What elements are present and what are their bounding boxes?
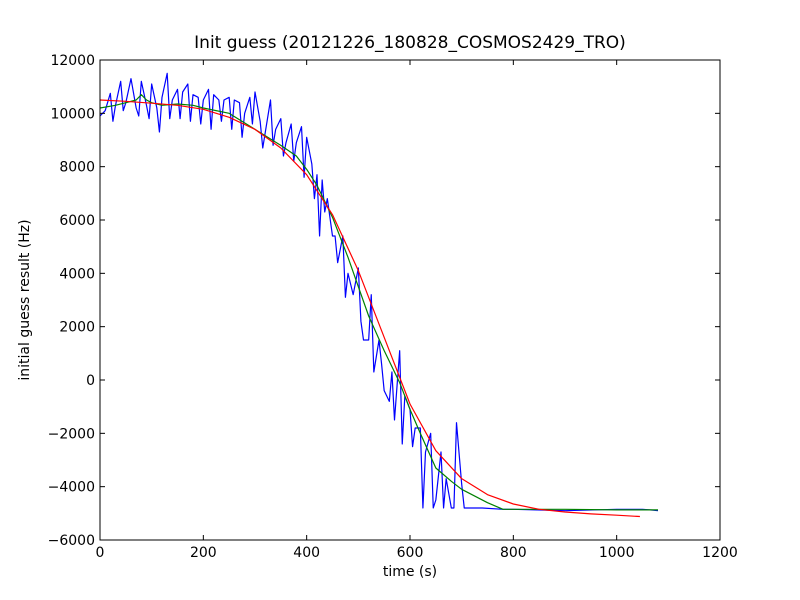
series-line-3 bbox=[99, 99, 640, 518]
series-line-2 bbox=[99, 94, 658, 511]
y-tick-label: 0 bbox=[86, 373, 95, 389]
x-tick-label: 600 bbox=[397, 545, 424, 561]
y-axis-label: initial guess result (Hz) bbox=[17, 219, 33, 380]
x-tick-label: 0 bbox=[96, 545, 105, 561]
y-tick-label: 2000 bbox=[59, 320, 95, 336]
x-tick-label: 1000 bbox=[599, 545, 635, 561]
tick-layer: 0 200 400 600 800 1000 1200 −6000 −4000 −2000 0 200… bbox=[48, 53, 738, 561]
y-tick-label: 6000 bbox=[59, 213, 95, 229]
y-tick-label: 10000 bbox=[50, 106, 95, 122]
y-tick-label: 4000 bbox=[59, 266, 95, 282]
x-tick-label: 200 bbox=[190, 545, 217, 561]
y-tick-label: −2000 bbox=[48, 426, 95, 442]
y-tick-label: 12000 bbox=[50, 53, 95, 69]
chart-title: Init guess (20121226_180828_COSMOS2429_T… bbox=[194, 33, 626, 53]
x-tick-label: 400 bbox=[293, 545, 320, 561]
y-tick-label: 8000 bbox=[59, 160, 95, 176]
y-tick-label: −6000 bbox=[48, 533, 95, 549]
x-tick-label: 1200 bbox=[702, 545, 738, 561]
x-tick-label: 800 bbox=[500, 545, 527, 561]
x-axis-label: time (s) bbox=[383, 564, 437, 580]
series-line-1 bbox=[99, 72, 659, 512]
y-tick-label: −4000 bbox=[48, 480, 95, 496]
series-layer bbox=[99, 72, 659, 518]
plot-area bbox=[100, 60, 720, 540]
